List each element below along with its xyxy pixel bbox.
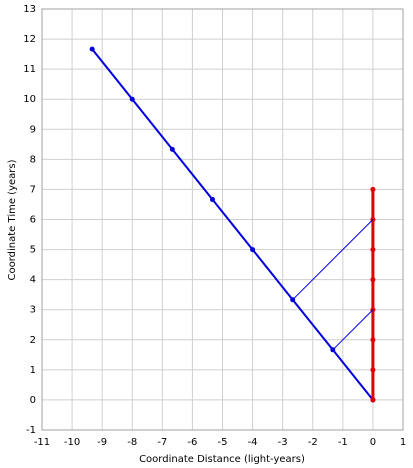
- point: [370, 397, 376, 403]
- point: [89, 46, 95, 52]
- point: [209, 196, 215, 202]
- y-tick-label: 10: [23, 94, 36, 105]
- y-tick-label: 2: [30, 335, 36, 346]
- y-tick-label: 1: [30, 365, 36, 376]
- y-axis-title: Coordinate Time (years): [7, 159, 18, 280]
- point: [370, 186, 376, 192]
- series-line: [91, 48, 374, 401]
- y-tick-label: 5: [30, 245, 36, 256]
- x-tick-label: -3: [278, 437, 288, 448]
- y-tick-label: 4: [30, 275, 36, 286]
- y-tick-label: 7: [30, 184, 36, 195]
- x-tick-label: -5: [218, 437, 228, 448]
- plot-frame: [41, 8, 404, 431]
- x-tick-label: -4: [248, 437, 258, 448]
- y-tick-label: 13: [23, 4, 36, 15]
- x-axis-title: Coordinate Distance (light-years): [139, 454, 305, 465]
- y-tick-label: 6: [30, 215, 36, 226]
- y-tick-label: 3: [30, 305, 36, 316]
- x-tick-label: -9: [97, 437, 107, 448]
- series-line: [292, 219, 374, 301]
- y-tick-label: 11: [23, 64, 36, 75]
- point: [370, 247, 376, 253]
- x-tick-label: -7: [157, 437, 167, 448]
- x-tick-label: -8: [127, 437, 137, 448]
- point: [250, 247, 256, 253]
- x-tick-label: -2: [308, 437, 318, 448]
- point: [129, 96, 135, 102]
- y-tick-label: 8: [30, 154, 36, 165]
- point: [370, 277, 376, 283]
- x-tick-label: -10: [64, 437, 80, 448]
- x-tick-label: -1: [338, 437, 348, 448]
- x-tick-label: 0: [370, 437, 376, 448]
- y-tick-label: 9: [30, 124, 36, 135]
- series-line: [332, 309, 374, 351]
- point: [370, 367, 376, 373]
- y-tick-label: 0: [30, 395, 36, 406]
- y-tick-label: 12: [23, 34, 36, 45]
- x-tick-label: -6: [187, 437, 197, 448]
- y-tick-label: -1: [26, 425, 36, 436]
- point: [370, 337, 376, 343]
- x-tick-label: -11: [34, 437, 50, 448]
- point: [169, 146, 175, 152]
- x-tick-label: 1: [400, 437, 406, 448]
